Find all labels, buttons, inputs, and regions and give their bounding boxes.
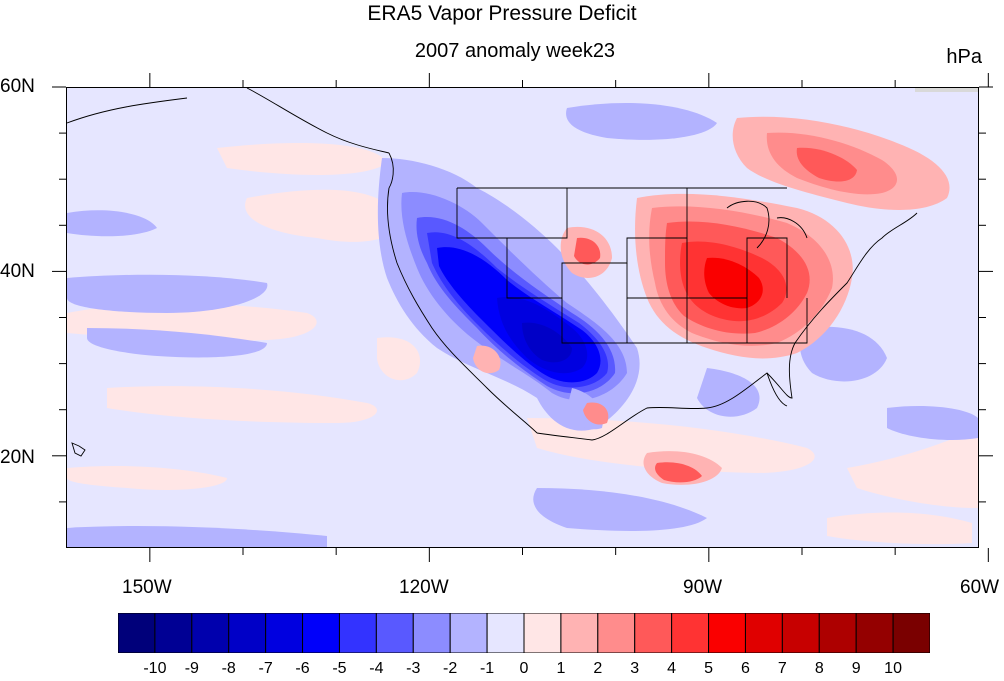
colorbar-box: [338, 613, 377, 653]
colorbar-label: -1: [479, 660, 495, 677]
colorbar-box: [634, 613, 673, 653]
colorbar-box: [523, 613, 562, 653]
colorbar-label: -6: [295, 660, 310, 677]
colorbar-box: [118, 613, 156, 653]
colorbar-label: -8: [221, 660, 236, 677]
anomaly-map: [66, 87, 979, 548]
colorbar: [118, 613, 930, 653]
colorbar-labels: -10 -9 -8 -7 -6 -5 -4 -3 -2 -1 0 1 2 3 4 5 6 7 8 9 10: [0, 660, 1004, 680]
lon-label-150w: 150W: [122, 577, 172, 598]
colorbar-box: [191, 613, 230, 653]
eastern-us-positive-anomaly: [473, 116, 950, 485]
light-negative-areas: [67, 103, 978, 547]
map-canvas: [67, 88, 978, 547]
lat-label-60n: 60N: [0, 76, 35, 97]
colorbar-label: 3: [630, 660, 640, 677]
lon-label-120w: 120W: [399, 577, 449, 598]
colorbar-label: -5: [332, 660, 347, 677]
colorbar-box: [818, 613, 857, 653]
colorbar-label: -10: [143, 660, 167, 677]
lat-label-40n: 40N: [0, 261, 35, 282]
colorbar-label: -4: [369, 660, 384, 677]
colorbar-label: 6: [741, 660, 750, 677]
colorbar-box: [708, 613, 746, 653]
western-us-negative-anomaly: [377, 158, 640, 431]
colorbar-box: [781, 613, 820, 653]
colorbar-box: [744, 613, 783, 653]
colorbar-label: 1: [556, 660, 566, 677]
colorbar-label: 8: [814, 660, 824, 677]
colorbar-label: 2: [593, 660, 603, 677]
light-positive-areas: [67, 143, 978, 545]
colorbar-box: [855, 613, 894, 653]
colorbar-label: -9: [184, 660, 199, 677]
colorbar-box: [597, 613, 636, 653]
units-label: hPa: [946, 46, 982, 68]
land-outlines: [67, 88, 918, 457]
colorbar-label: 5: [704, 660, 713, 677]
colorbar-label: -3: [406, 660, 421, 677]
colorbar-label: 9: [851, 660, 861, 677]
colorbar-box: [892, 613, 930, 653]
map-title: ERA5 Vapor Pressure Deficit: [367, 2, 637, 25]
lon-label-90w: 90W: [683, 577, 723, 598]
colorbar-label: 0: [519, 660, 529, 677]
colorbar-box: [154, 613, 193, 653]
map-subtitle: 2007 anomaly week23: [414, 40, 616, 62]
colorbar-box: [486, 613, 525, 653]
colorbar-box: [560, 613, 599, 653]
colorbar-box: [449, 613, 488, 653]
colorbar-label: 10: [884, 660, 902, 677]
colorbar-label: 4: [667, 660, 677, 677]
colorbar-box: [375, 613, 414, 653]
colorbar-label: -2: [443, 660, 458, 677]
missing-data-strip: [915, 88, 978, 92]
lat-label-20n: 20N: [0, 447, 35, 468]
colorbar-box: [412, 613, 451, 653]
colorbar-box: [302, 613, 340, 653]
colorbar-box: [265, 613, 304, 653]
colorbar-box: [671, 613, 710, 653]
colorbar-box: [228, 613, 267, 653]
lon-label-60w: 60W: [960, 577, 1000, 598]
colorbar-label: 7: [777, 660, 787, 677]
colorbar-label: -7: [258, 660, 273, 677]
